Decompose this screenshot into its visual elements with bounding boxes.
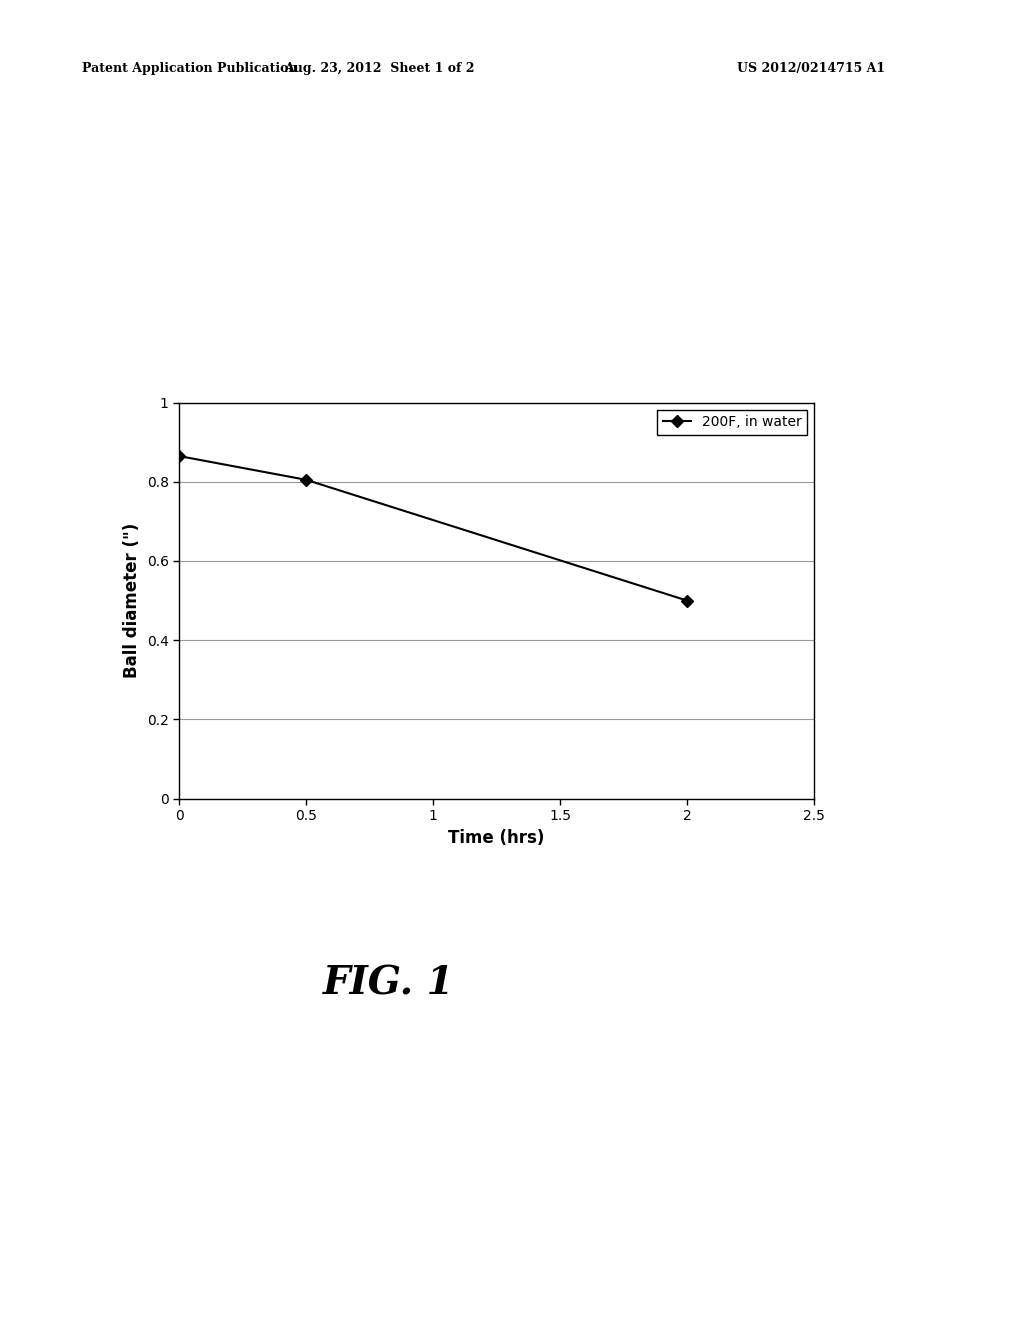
Text: FIG. 1: FIG. 1 bbox=[324, 965, 455, 1002]
Legend: 200F, in water: 200F, in water bbox=[657, 409, 807, 434]
Text: Aug. 23, 2012  Sheet 1 of 2: Aug. 23, 2012 Sheet 1 of 2 bbox=[284, 62, 474, 75]
X-axis label: Time (hrs): Time (hrs) bbox=[449, 829, 545, 846]
Y-axis label: Ball diameter ("): Ball diameter (") bbox=[123, 523, 141, 678]
Text: US 2012/0214715 A1: US 2012/0214715 A1 bbox=[737, 62, 886, 75]
Text: Patent Application Publication: Patent Application Publication bbox=[82, 62, 297, 75]
